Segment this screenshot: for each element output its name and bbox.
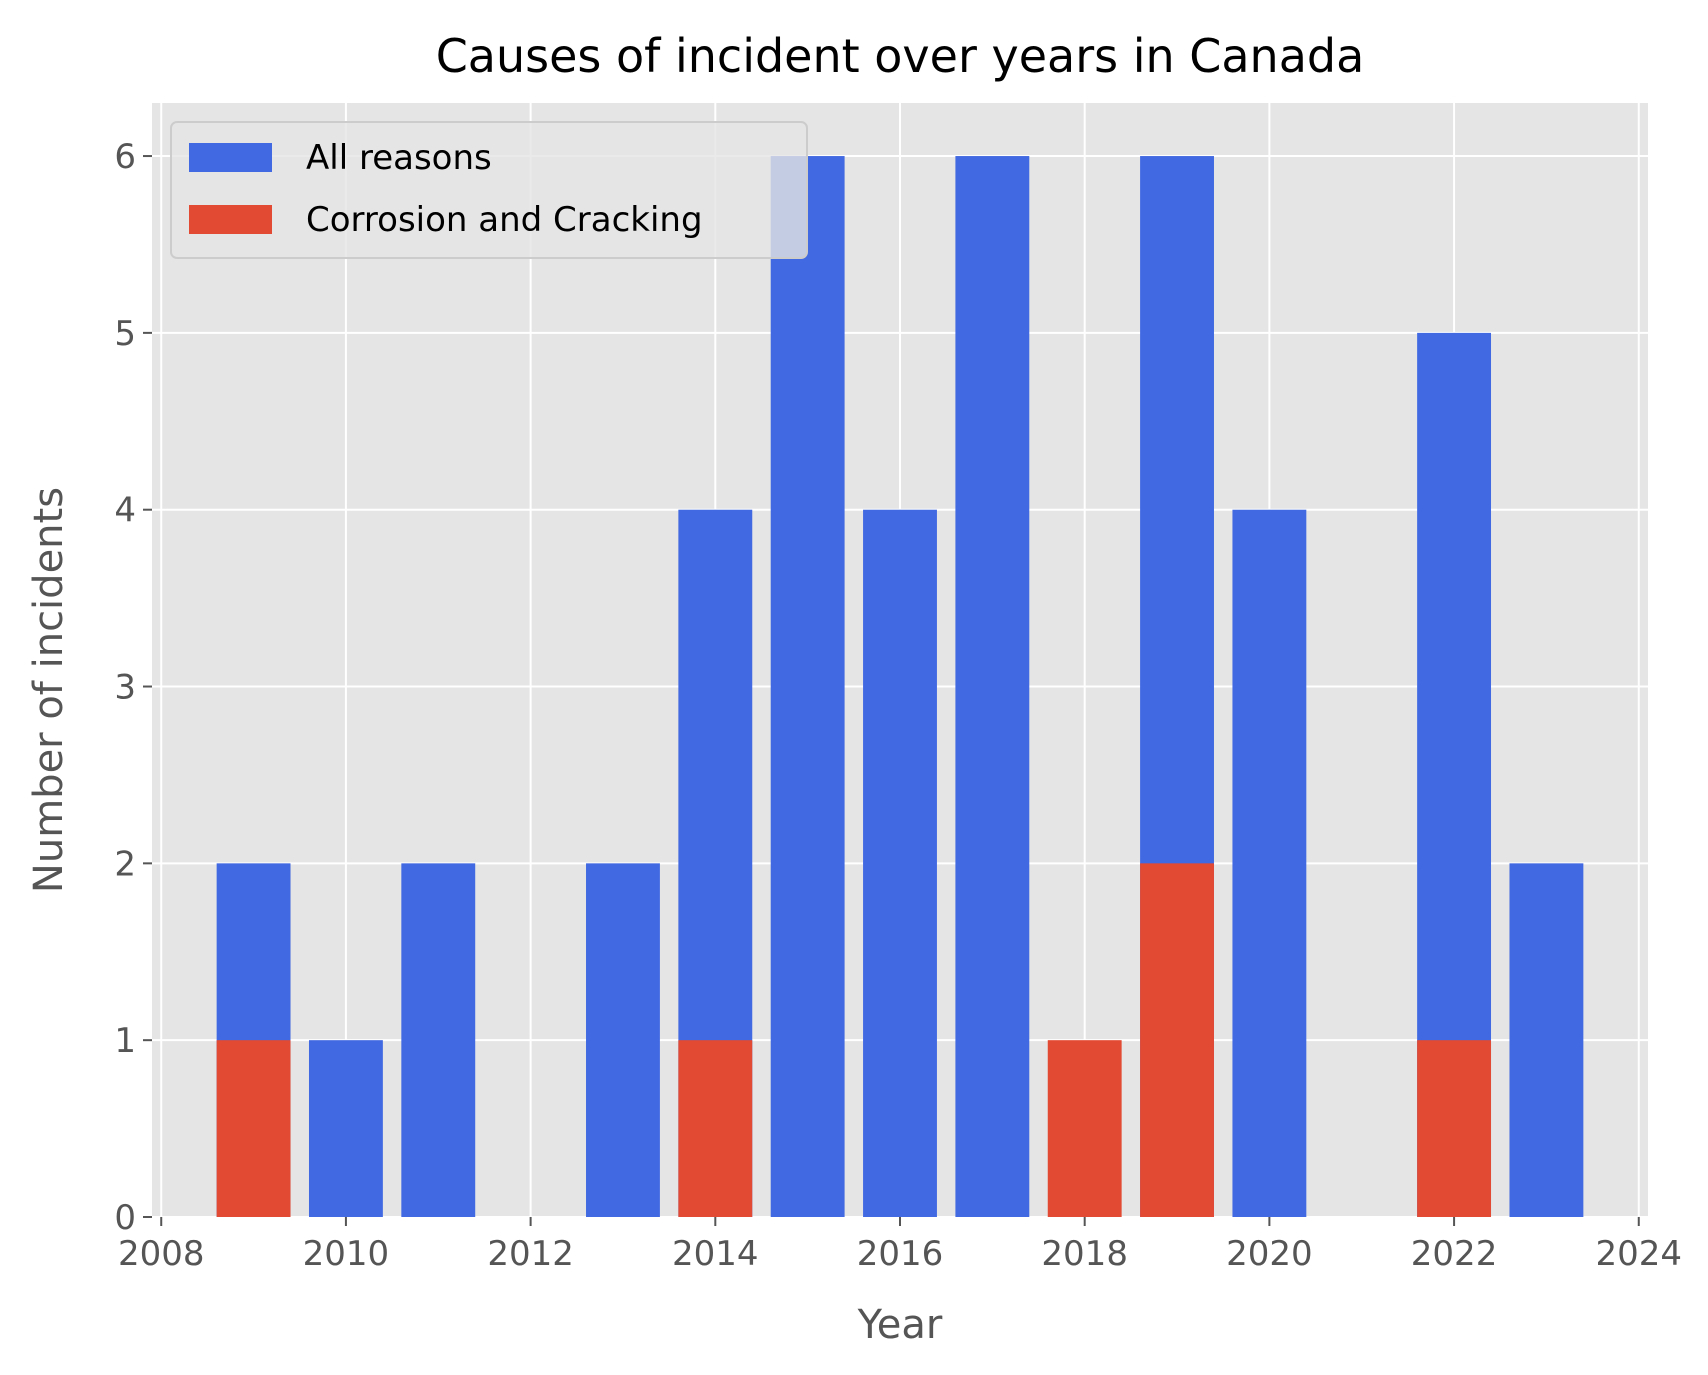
y-tick-label: 3 (114, 668, 136, 708)
legend-swatch (189, 205, 272, 234)
legend-box (170, 121, 808, 259)
y-tick-label: 2 (114, 844, 136, 884)
bar-corrosion-2009 (216, 1040, 291, 1217)
chart-title: Causes of incident over years in Canada (436, 29, 1365, 83)
x-tick-label: 2008 (118, 1234, 205, 1274)
y-tick-label: 0 (114, 1198, 136, 1238)
x-tick-label: 2012 (487, 1234, 574, 1274)
x-axis-label: Year (857, 1302, 943, 1348)
x-tick-label: 2018 (1041, 1234, 1128, 1274)
bar-corrosion-2022 (1417, 1040, 1492, 1217)
y-axis-label: Number of incidents (26, 487, 72, 893)
y-tick-label: 4 (114, 491, 136, 531)
y-tick-label: 6 (114, 137, 136, 177)
bar-all-reasons-2011 (401, 863, 476, 1217)
bar-corrosion-2014 (678, 1040, 753, 1217)
legend-label: All reasons (306, 138, 492, 178)
bar-all-reasons-2017 (955, 156, 1030, 1218)
x-tick-label: 2016 (857, 1234, 944, 1274)
bar-all-reasons-2010 (308, 1040, 383, 1217)
legend-label: Corrosion and Cracking (306, 200, 703, 240)
legend: All reasons Corrosion and Cracking (170, 121, 808, 259)
x-tick-label: 2024 (1595, 1234, 1682, 1274)
bars (216, 156, 1584, 1218)
x-axis: 2008 2010 2012 2014 2016 2018 2020 2022 2024 (118, 1217, 1682, 1274)
bar-all-reasons-2023 (1509, 863, 1584, 1217)
x-tick-label: 2020 (1226, 1234, 1313, 1274)
bar-all-reasons-2016 (863, 509, 937, 1217)
y-tick-label: 5 (114, 314, 136, 354)
x-tick-label: 2010 (303, 1234, 390, 1274)
y-tick-label: 1 (114, 1021, 136, 1061)
series-corrosion-and-cracking (216, 863, 1492, 1217)
y-axis: 0 1 2 3 4 5 6 (114, 137, 152, 1238)
x-tick-label: 2014 (672, 1234, 759, 1274)
bar-corrosion-2019 (1140, 863, 1214, 1217)
bar-all-reasons-2013 (586, 863, 660, 1217)
legend-swatch (189, 143, 272, 172)
bar-all-reasons-2015 (770, 156, 845, 1218)
bar-corrosion-2018 (1047, 1040, 1122, 1217)
x-tick-label: 2022 (1411, 1234, 1498, 1274)
bar-all-reasons-2020 (1232, 509, 1307, 1217)
